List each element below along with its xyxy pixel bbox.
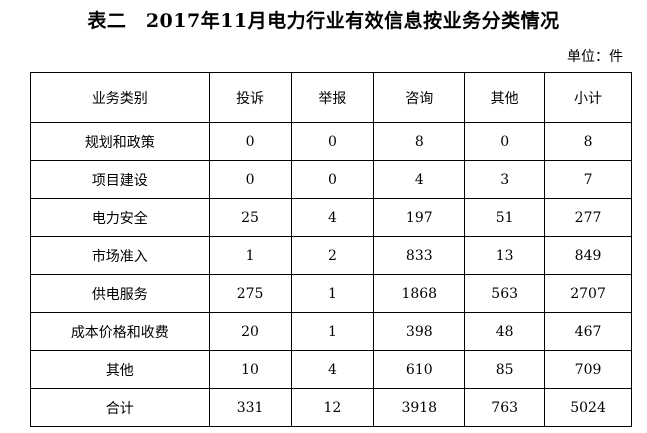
row-label-cell: 项目建设 (30, 160, 210, 199)
row-label-cell: 合计 (30, 388, 210, 427)
value-cell: 0 (208, 160, 292, 199)
row-label-cell: 业务类别 (30, 72, 210, 123)
value-cell: 277 (544, 198, 632, 237)
value-cell: 398 (373, 312, 466, 351)
value-cell: 3 (464, 160, 546, 199)
value-cell: 8 (544, 122, 632, 161)
value-cell: 10 (208, 350, 292, 389)
value-cell: 1868 (373, 274, 466, 313)
value-cell: 25 (208, 198, 292, 237)
value-cell: 5024 (544, 388, 632, 427)
value-cell: 467 (544, 312, 632, 351)
value-cell: 3918 (373, 388, 466, 427)
value-cell: 举报 (290, 72, 375, 123)
value-cell: 4 (290, 350, 375, 389)
value-cell: 1 (290, 312, 375, 351)
table-row: 供电服务 275 1 1868 563 2707 (30, 274, 632, 313)
table-row: 市场准入 1 2 833 13 849 (30, 236, 632, 275)
value-cell: 763 (464, 388, 546, 427)
value-cell: 7 (544, 160, 632, 199)
value-cell: 849 (544, 236, 632, 275)
header-row: 业务类别 投诉 举报 咨询 其他 小计 (30, 72, 632, 123)
value-cell: 20 (208, 312, 292, 351)
value-cell: 563 (464, 274, 546, 313)
value-cell: 咨询 (373, 72, 466, 123)
row-label-cell: 电力安全 (30, 198, 210, 237)
value-cell: 51 (464, 198, 546, 237)
value-cell: 0 (464, 122, 546, 161)
value-cell: 610 (373, 350, 466, 389)
table-row: 电力安全 25 4 197 51 277 (30, 198, 632, 237)
value-cell: 投诉 (208, 72, 292, 123)
row-label-cell: 成本价格和收费 (30, 312, 210, 351)
value-cell: 197 (373, 198, 466, 237)
value-cell: 13 (464, 236, 546, 275)
row-label-cell: 规划和政策 (30, 122, 210, 161)
value-cell: 12 (290, 388, 375, 427)
unit-label: 单位：件 (567, 49, 623, 65)
value-cell: 4 (290, 198, 375, 237)
table-row: 合计 331 12 3918 763 5024 (30, 388, 632, 427)
value-cell: 331 (208, 388, 292, 427)
table-title: 表二 2017年11月电力行业有效信息按业务分类情况 (87, 10, 560, 32)
value-cell: 709 (544, 350, 632, 389)
value-cell: 4 (373, 160, 466, 199)
value-cell: 833 (373, 236, 466, 275)
value-cell: 0 (208, 122, 292, 161)
value-cell: 小计 (544, 72, 632, 123)
value-cell: 1 (290, 274, 375, 313)
value-cell: 2 (290, 236, 375, 275)
row-label-cell: 市场准入 (30, 236, 210, 275)
table-row: 其他 10 4 610 85 709 (30, 350, 632, 389)
table-row: 项目建设 0 0 4 3 7 (30, 160, 632, 199)
value-cell: 275 (208, 274, 292, 313)
value-cell: 8 (373, 122, 466, 161)
business-category-table: 业务类别 投诉 举报 咨询 其他 小计 规划和政策 0 0 8 0 8 项目建设 0 0 4 3 7 电力安全 25 4… (30, 72, 632, 427)
value-cell: 其他 (464, 72, 546, 123)
value-cell: 85 (464, 350, 546, 389)
row-label-cell: 其他 (30, 350, 210, 389)
value-cell: 48 (464, 312, 546, 351)
table-row: 规划和政策 0 0 8 0 8 (30, 122, 632, 161)
table-row: 成本价格和收费 20 1 398 48 467 (30, 312, 632, 351)
value-cell: 1 (208, 236, 292, 275)
value-cell: 0 (290, 160, 375, 199)
value-cell: 0 (290, 122, 375, 161)
row-label-cell: 供电服务 (30, 274, 210, 313)
value-cell: 2707 (544, 274, 632, 313)
